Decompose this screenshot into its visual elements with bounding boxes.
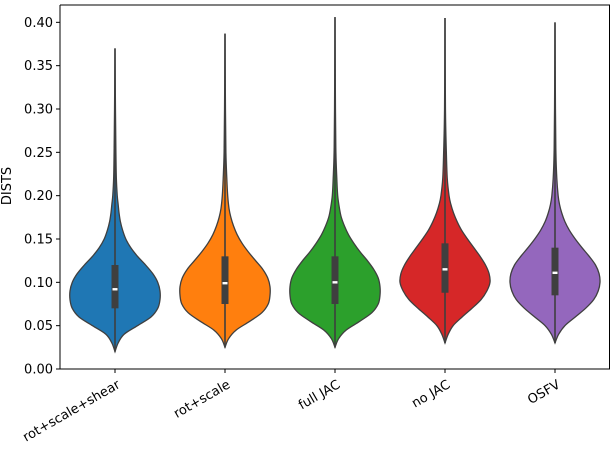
- violin-median-marker: [222, 282, 228, 285]
- y-tick-label: 0.40: [24, 16, 53, 31]
- y-axis-label: DISTS: [0, 167, 15, 205]
- violin-iqr-box: [111, 265, 119, 309]
- violin-median-marker: [112, 288, 118, 291]
- y-tick-label: 0.25: [24, 146, 53, 161]
- plot-area: [69, 17, 601, 354]
- x-tick-label: rot+scale: [171, 377, 233, 421]
- y-tick-label: 0.00: [24, 363, 53, 378]
- violin-iqr-box: [441, 243, 449, 293]
- y-tick-label: 0.05: [24, 319, 53, 334]
- violin-iqr-box: [551, 247, 559, 296]
- y-tick-label: 0.15: [24, 233, 53, 248]
- violin-median-marker: [552, 271, 558, 274]
- violin-iqr-box: [331, 256, 339, 304]
- y-tick-label: 0.35: [24, 59, 53, 74]
- violin-iqr-box: [221, 256, 229, 304]
- violin-median-marker: [332, 281, 338, 284]
- y-tick-label: 0.10: [24, 276, 53, 291]
- x-tick-label: rot+scale+shear: [20, 377, 123, 445]
- y-tick-label: 0.20: [24, 189, 53, 204]
- x-tick-label: full JAC: [296, 377, 343, 413]
- x-tick-label: no JAC: [409, 377, 453, 411]
- violin-median-marker: [442, 268, 448, 271]
- x-tick-label: OSFV: [525, 377, 563, 407]
- y-tick-label: 0.30: [24, 103, 53, 118]
